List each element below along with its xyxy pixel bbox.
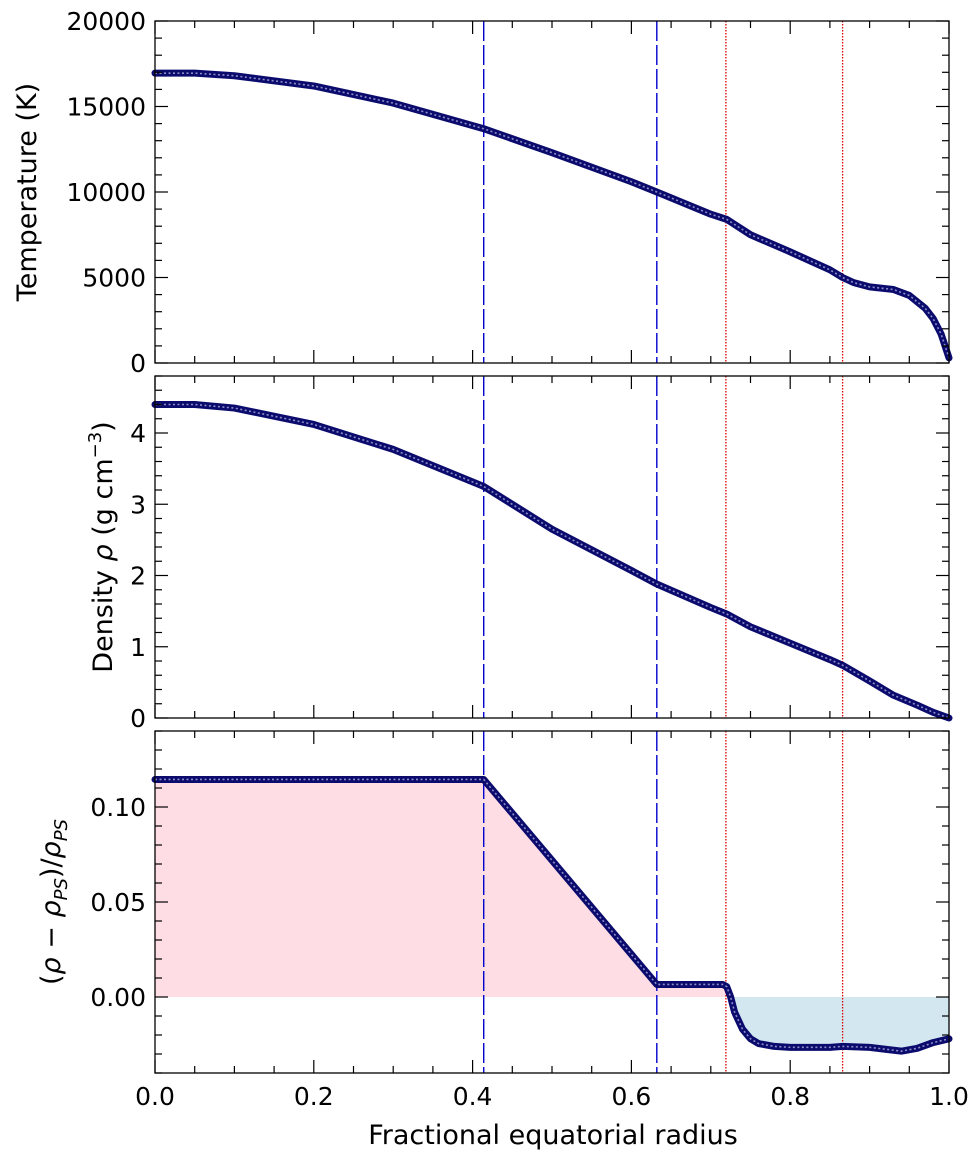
deviation-x-tick-label: 0.8: [770, 1082, 810, 1111]
negative-deviation-area: [155, 997, 949, 1052]
positive-deviation-area: [155, 779, 949, 997]
temperature-series-line-highlight-0: [155, 72, 950, 359]
density-y-tick-label: 2: [130, 562, 146, 591]
density-series: [151, 401, 953, 722]
density-series-line-0: [151, 401, 953, 722]
temperature-y-tick-label: 0: [130, 349, 146, 378]
deviation-y-tick-label: 0.10: [90, 793, 146, 822]
x-axis-label: Fractional equatorial radius: [368, 1120, 738, 1150]
deviation-x-tick-label: 1.0: [929, 1082, 969, 1111]
density-series-line-highlight-0: [155, 403, 950, 719]
temperature-series: [151, 69, 953, 362]
deviation-series: [151, 775, 953, 1055]
temperature-y-tick-label: 5000: [82, 264, 146, 293]
density-axes-frame: [154, 375, 950, 719]
density-axes: 0 1 2 3 4: [130, 375, 950, 733]
deviation-axes: 0.0 0.2 0.4 0.6 0.8 1.0 0.00 0.05 0.10: [90, 730, 969, 1111]
density-y-tick-label: 3: [130, 490, 146, 519]
panel-density: 0 1 2 3 4 Density ρ (g cm−3): [85, 375, 953, 733]
temperature-y-axis-label: Temperature (K): [12, 83, 43, 302]
deviation-y-axis-label: (ρ − ρPS)/ρPS: [36, 819, 72, 985]
deviation-x-tick-label: 0.0: [135, 1082, 175, 1111]
density-y-tick-label: 4: [130, 419, 146, 448]
deviation-series-line-highlight-0: [155, 778, 950, 1052]
panel-density-deviation: 0.0 0.2 0.4 0.6 0.8 1.0 0.00 0.05 0.10 (ρ − ρPS)…: [36, 730, 969, 1150]
temperature-axes: 0 5000 10000 15000 20000: [66, 7, 950, 378]
temperature-series-line-0: [151, 69, 953, 362]
density-y-tick-label: 0: [130, 704, 146, 733]
temperature-y-tick-label: 15000: [66, 93, 146, 122]
temperature-axes-frame: [154, 20, 950, 364]
deviation-y-tick-label: 0.00: [90, 983, 146, 1012]
density-y-tick-label: 1: [130, 633, 146, 662]
deviation-x-tick-label: 0.4: [453, 1082, 493, 1111]
deviation-y-tick-label: 0.05: [90, 888, 146, 917]
deviation-vlines: [483, 731, 844, 1073]
deviation-x-tick-label: 0.6: [612, 1082, 652, 1111]
temperature-y-tick-label: 20000: [66, 7, 146, 36]
deviation-fill-layer: [155, 779, 949, 1052]
density-vlines: [483, 376, 844, 718]
panel-temperature: 0 5000 10000 15000 20000 Temperature (K): [12, 7, 953, 378]
density-y-axis-label: Density ρ (g cm−3): [85, 421, 119, 672]
deviation-x-tick-label: 0.2: [294, 1082, 334, 1111]
temperature-y-tick-label: 10000: [66, 178, 146, 207]
